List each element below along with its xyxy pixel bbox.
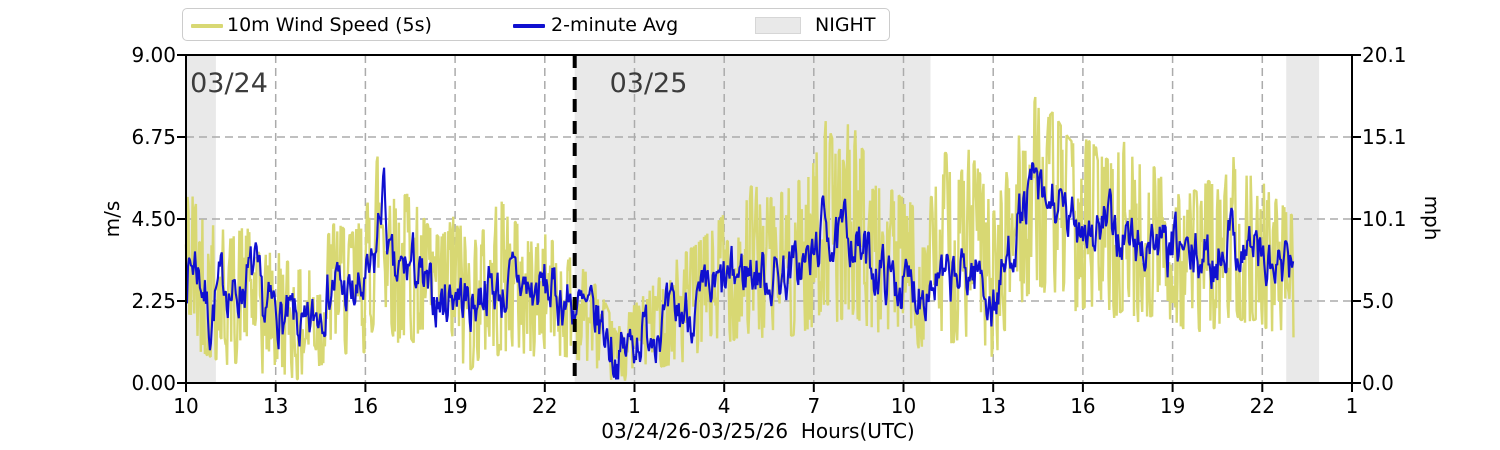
x-tick-label: 19 <box>442 394 468 418</box>
left-tick-label: 0.00 <box>131 371 176 395</box>
right-tick-label: 0.0 <box>1362 371 1394 395</box>
right-tick-label: 10.1 <box>1362 207 1407 231</box>
left-tick-label: 2.25 <box>131 289 176 313</box>
chart-legend: 10m Wind Speed (5s) 2-minute Avg NIGHT <box>182 8 890 41</box>
left-tick-label: 6.75 <box>131 125 176 149</box>
x-tick-label: 22 <box>1249 394 1276 418</box>
right-tick-label: 20.1 <box>1362 43 1407 67</box>
wind-5s-line <box>184 96 1295 381</box>
x-tick-label: 13 <box>980 394 1006 418</box>
date-annotation-0325: 03/25 <box>609 68 688 99</box>
night-legend-label: NIGHT <box>815 14 876 36</box>
x-tick-label: 19 <box>1159 394 1186 418</box>
left-tick-label: 4.50 <box>131 207 176 231</box>
x-tick-label: 13 <box>262 394 289 418</box>
x-tick-label: 10 <box>173 394 199 418</box>
right-tick-label: 5.0 <box>1362 289 1394 313</box>
avg-2min-legend-label: 2-minute Avg <box>551 14 679 36</box>
x-tick-label: 16 <box>352 394 379 418</box>
avg-2min-legend-line <box>513 24 545 28</box>
x-tick-label: 16 <box>1070 394 1096 418</box>
x-axis-label: 03/24/26-03/25/26 Hours(UTC) <box>601 419 915 443</box>
left-tick-label: 9.00 <box>131 43 176 67</box>
x-tick-label: 22 <box>532 394 558 418</box>
night-legend-patch <box>755 17 801 34</box>
axes-spines <box>185 54 1353 384</box>
wind-5s-legend-line <box>191 24 223 28</box>
x-tick-label: 4 <box>717 394 731 418</box>
right-axis-label: mph <box>1420 195 1444 241</box>
x-tick-label: 1 <box>628 394 641 418</box>
x-tick-label: 1 <box>1345 394 1359 418</box>
right-tick-label: 15.1 <box>1362 125 1407 149</box>
wind-5s-legend-label: 10m Wind Speed (5s) <box>227 14 432 36</box>
x-tick-label: 7 <box>807 394 821 418</box>
date-annotation-0324: 03/24 <box>190 68 268 99</box>
wind-2min-avg-line <box>184 162 1295 380</box>
x-tick-label: 10 <box>890 394 917 418</box>
